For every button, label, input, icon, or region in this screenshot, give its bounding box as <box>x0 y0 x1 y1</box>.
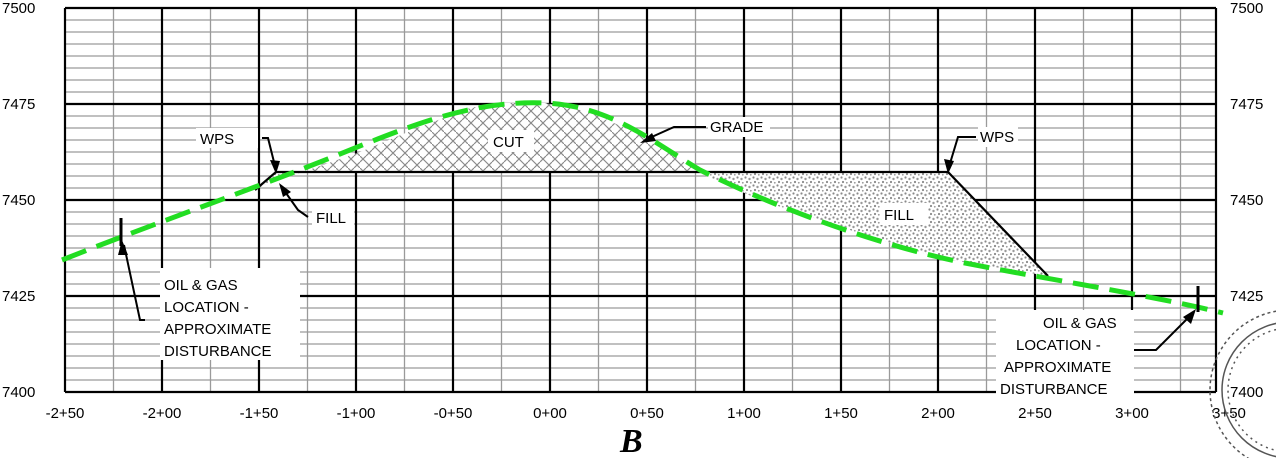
x-tick-label: -2+50 <box>46 405 85 422</box>
leaders <box>123 126 1194 351</box>
oil-gas-right-label: OIL & GAS LOCATION - APPROXIMATE DISTURB… <box>1000 315 1117 398</box>
x-tick-label: -1+50 <box>240 405 279 422</box>
y-tick-label-left: 7450 <box>2 192 35 209</box>
svg-text:APPROXIMATE: APPROXIMATE <box>1004 359 1111 376</box>
y-tick-label-left: 7425 <box>2 288 35 305</box>
y-tick-label-left: 7500 <box>2 0 35 17</box>
x-tick-label: -0+50 <box>434 405 473 422</box>
wps-pad-line <box>254 170 1049 277</box>
cut-label: CUT <box>493 134 524 151</box>
x-tick-label: 0+50 <box>630 405 664 422</box>
svg-text:DISTURBANCE: DISTURBANCE <box>1000 381 1108 398</box>
oil-gas-left-label: OIL & GAS LOCATION - APPROXIMATE DISTURB… <box>164 277 272 360</box>
svg-text:DISTURBANCE: DISTURBANCE <box>164 343 272 360</box>
y-tick-label-left: 7400 <box>2 384 35 401</box>
x-tick-label: 1+50 <box>824 405 858 422</box>
wps-right-label: WPS <box>980 129 1014 146</box>
x-tick-label: 0+00 <box>533 405 567 422</box>
y-axis-right: 7500 7475 7450 7425 7400 <box>1230 0 1263 401</box>
y-tick-label-right: 7400 <box>1230 384 1263 401</box>
x-tick-label: -2+00 <box>143 405 182 422</box>
fill-right-label: FILL <box>884 207 914 224</box>
svg-text:OIL & GAS: OIL & GAS <box>1043 315 1117 332</box>
wps-left-label: WPS <box>200 131 234 148</box>
svg-text:OIL & GAS: OIL & GAS <box>164 277 238 294</box>
arrowheads <box>118 133 1196 324</box>
section-letter: B <box>619 423 643 458</box>
fill-left-label: FILL <box>316 210 346 227</box>
x-tick-label: 2+50 <box>1018 405 1052 422</box>
x-tick-label: 1+00 <box>727 405 761 422</box>
y-tick-label-left: 7475 <box>2 96 35 113</box>
x-tick-label: 3+50 <box>1212 405 1246 422</box>
svg-text:APPROXIMATE: APPROXIMATE <box>164 321 271 338</box>
y-axis-left: 7500 7475 7450 7425 7400 <box>2 0 35 401</box>
y-tick-label-right: 7425 <box>1230 288 1263 305</box>
x-axis: -2+50 -2+00 -1+50 -1+00 -0+50 0+00 0+50 1+00 1+5… <box>46 405 1246 422</box>
y-tick-label-right: 7500 <box>1230 0 1263 17</box>
x-tick-label: -1+00 <box>337 405 376 422</box>
grade-label: GRADE <box>710 119 763 136</box>
x-tick-label: 2+00 <box>921 405 955 422</box>
label-backgrounds <box>160 117 1134 422</box>
fill-area-right <box>700 173 1048 276</box>
y-tick-label-right: 7450 <box>1230 192 1263 209</box>
y-tick-label-right: 7475 <box>1230 96 1263 113</box>
svg-text:LOCATION -: LOCATION - <box>164 299 249 316</box>
seal-stamp <box>1209 310 1276 458</box>
svg-text:LOCATION -: LOCATION - <box>1016 337 1101 354</box>
x-tick-label: 3+00 <box>1115 405 1149 422</box>
grade-line <box>61 100 1224 316</box>
